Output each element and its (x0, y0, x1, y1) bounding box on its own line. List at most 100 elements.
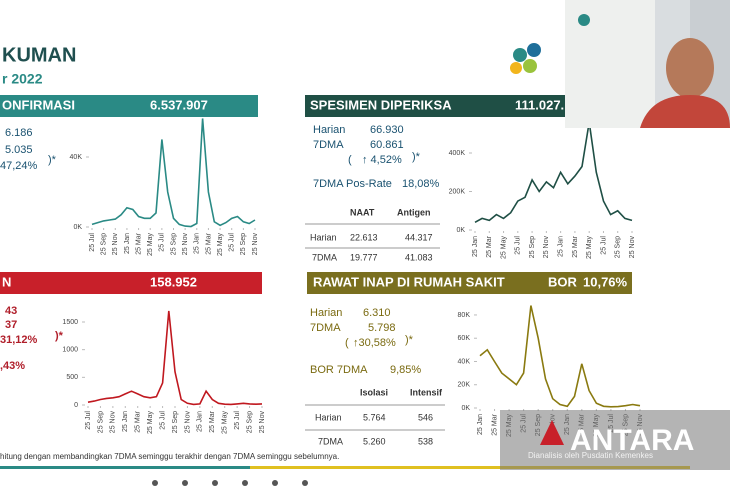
note-mark: )* (412, 151, 421, 163)
logo (510, 43, 541, 74)
panel-title: ONFIRMASI (2, 97, 75, 112)
x-tick-label: 25 Sep (97, 411, 104, 433)
x-tick-label: 25 Nov (110, 411, 117, 434)
y-tick-label: 40K (70, 154, 83, 161)
change: 47,24% (0, 160, 38, 172)
label: Harian (313, 124, 345, 136)
x-tick-label: 25 Sep (529, 236, 536, 258)
table-cell: 41.083 (405, 252, 433, 262)
series-line (87, 310, 263, 406)
x-tick-label: 25 Jan (197, 411, 204, 432)
x-tick-label: 25 Nov (184, 411, 191, 434)
value: 9,85% (390, 364, 421, 376)
y-tick-label: 20K (458, 382, 471, 389)
y-tick-label: 1500 (62, 319, 78, 326)
x-tick-label: 25 Jul (89, 233, 96, 252)
rate: ,43% (0, 360, 25, 372)
footnote: hitung dengan membandingkan 7DMA semingg… (0, 452, 339, 461)
x-tick-label: 25 Mar (135, 410, 142, 432)
x-tick-label: 25 Mar (209, 410, 216, 432)
note-mark: )* (48, 154, 57, 166)
y-tick-label: 0K (461, 405, 470, 412)
table-cell: 19.777 (350, 252, 378, 262)
panel-header (0, 272, 262, 294)
y-tick-label: 0K (456, 227, 465, 234)
label: Harian (310, 307, 342, 319)
x-tick-label: 25 Nov (252, 233, 259, 256)
footer-rule (250, 466, 690, 469)
label: 7DMA (310, 322, 341, 334)
x-tick-label: 25 May (147, 233, 154, 256)
page-date: r 2022 (2, 71, 43, 87)
x-tick-label: 25 Sep (100, 233, 107, 255)
value: 66.930 (370, 124, 404, 136)
x-tick-label: 25 Mar (572, 235, 579, 257)
daily-value: 6.186 (5, 127, 33, 139)
x-tick-label: 25 Mar (491, 413, 498, 435)
table-cell: 44.317 (405, 232, 433, 242)
panel-total: 158.952 (150, 274, 197, 289)
x-tick-label: 25 Sep (170, 233, 177, 255)
table-cell: 5.260 (363, 436, 386, 446)
table-cell: Harian (310, 232, 337, 242)
x-tick-label: 25 Nov (543, 236, 550, 259)
x-tick-label: 25 Jul (600, 236, 607, 255)
y-tick-label: 1000 (62, 347, 78, 354)
x-tick-label: 25 Jul (234, 411, 241, 430)
x-tick-label: 25 Jan (122, 411, 129, 432)
table-header: Antigen (397, 207, 431, 217)
y-tick-label: 200K (449, 188, 466, 195)
panel-header (305, 95, 567, 117)
table-cell: 546 (418, 412, 433, 422)
y-tick-label: 40K (458, 358, 471, 365)
panel-header (307, 272, 632, 294)
x-tick-label: 25 Sep (615, 236, 622, 258)
table-header: Isolasi (360, 387, 388, 397)
x-tick-label: 25 Jul (159, 233, 166, 252)
dma-value: 5.035 (5, 144, 33, 156)
video-inset (565, 0, 730, 128)
panel-total: 111.027. (515, 97, 564, 112)
page-title: KUMAN (2, 44, 76, 66)
table-cell: Harian (315, 412, 342, 422)
credit: Dianalisis oleh Pusdatin Kemenkes (528, 451, 653, 460)
x-tick-label: 25 May (500, 236, 507, 259)
x-tick-label: 25 Sep (240, 233, 247, 255)
y-tick-label: 0 (74, 402, 78, 409)
y-tick-label: 0K (73, 224, 82, 231)
x-tick-label: 25 Sep (172, 411, 179, 433)
label: BOR 7DMA (310, 364, 368, 376)
x-tick-label: 25 Jul (229, 233, 236, 252)
series-line (474, 122, 633, 224)
x-tick-label: 25 May (147, 411, 154, 434)
change: ↑ 4,52% (362, 154, 402, 166)
series-line (91, 118, 256, 228)
table-cell: 538 (418, 436, 433, 446)
bor-label: BOR (548, 274, 578, 289)
label: 7DMA (313, 139, 344, 151)
label: 7DMA Pos-Rate (313, 178, 392, 190)
daily-value: 43 (5, 305, 17, 317)
table-cell: 7DMA (312, 252, 337, 262)
x-tick-label: 25 Nov (182, 233, 189, 256)
value: 18,08% (402, 178, 440, 190)
watermark (500, 410, 730, 470)
x-tick-label: 25 Jul (515, 236, 522, 255)
x-tick-label: 25 May (217, 233, 224, 256)
y-tick-label: 400K (449, 150, 466, 157)
table-cell: 22.613 (350, 232, 378, 242)
y-tick-label: 60K (458, 335, 471, 342)
dma-value: 37 (5, 319, 17, 331)
panel-title: SPESIMEN DIPERIKSA (310, 97, 452, 112)
panel-title: N (2, 274, 11, 289)
note-mark: )* (55, 330, 64, 342)
series-line (479, 305, 641, 408)
table-cell: 7DMA (318, 436, 343, 446)
x-tick-label: 25 Jul (85, 411, 92, 430)
x-tick-label: 25 Jan (472, 236, 479, 257)
watermark-text: ANTARA (570, 424, 694, 457)
value: 6.310 (363, 307, 391, 319)
value: 60.861 (370, 139, 404, 151)
y-tick-label: 80K (458, 312, 471, 319)
